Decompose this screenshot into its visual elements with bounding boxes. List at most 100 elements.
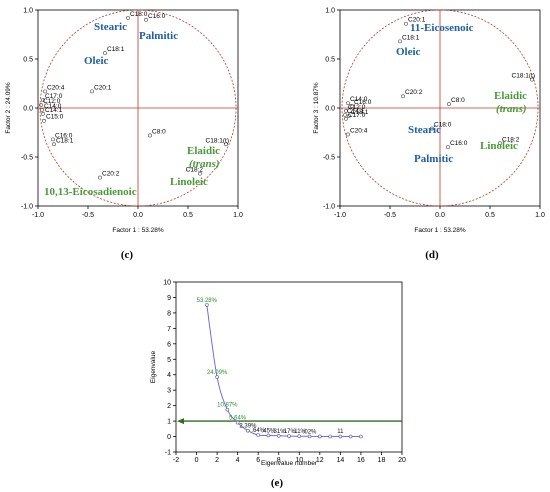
e-x-tick-label: 4 xyxy=(236,457,240,464)
d-point-label: C20:1 xyxy=(408,17,426,24)
panel-c-annotation-palmitic: Palmitic xyxy=(139,30,178,42)
c-point-label: C15:0 xyxy=(46,114,64,121)
e-x-tick-label: -2 xyxy=(173,457,179,464)
c-point-marker xyxy=(41,111,45,116)
c-point-marker xyxy=(98,175,102,180)
d-point-marker xyxy=(447,102,451,106)
e-y-tick-label: 2 xyxy=(167,403,171,410)
d-point-marker xyxy=(404,21,408,26)
panel-d-annotation-trans: (trans) xyxy=(496,103,527,115)
e-point-marker xyxy=(359,434,363,439)
d-point-label: C18:2 xyxy=(502,136,520,143)
panel-c-points: C18:0 C16:0C18:1C20:1C20:4C17:0C12:0C14:0… xyxy=(39,11,229,180)
panel-c-pca-factor1-factor2: -1.0 -0.5 0.0 0.5 1.0 -1.0 -0.5 0.0 0.5 1.0 C18:0… xyxy=(5,8,243,262)
c-x-tick-label: -1.0 xyxy=(32,212,44,219)
e-point-marker xyxy=(225,407,230,412)
c-point-marker xyxy=(52,142,56,147)
d-point-marker xyxy=(446,145,450,150)
panel-c-annotation-elaidic: Elaidic xyxy=(187,145,220,157)
c-point-label: C18:1 xyxy=(56,137,74,144)
c-point-label: C16:0 xyxy=(148,13,166,20)
d-point-marker xyxy=(498,141,502,146)
e-y-tick-label: 0 xyxy=(167,434,171,441)
d-point-label: C18:1(t) xyxy=(512,73,535,80)
e-percentage-label: 2.39% xyxy=(239,424,257,430)
c-y-tick-label: -1.0 xyxy=(21,204,33,211)
e-y-tick-label: 9 xyxy=(167,295,171,302)
d-point-label: C14:0 xyxy=(350,96,368,103)
e-percentage-label: 11 xyxy=(337,429,344,435)
c-point-marker xyxy=(42,118,46,123)
d-point-label: C14:1 xyxy=(347,108,365,115)
panel-e-percentage-labels: 53.28% 24.09% 10.87% 5.64% 2.39%.64%.45%.31%… xyxy=(197,298,344,436)
panel-e-points xyxy=(205,303,363,439)
d-point-label: C20:2 xyxy=(405,89,423,96)
e-percentage-label: 53.28% xyxy=(197,298,218,304)
panel-c-annotation-trans: (trans) xyxy=(189,158,220,170)
e-percentage-label: 10.87% xyxy=(217,403,238,409)
d-point-label: C8:0 xyxy=(451,97,465,104)
e-x-tick-label: 14 xyxy=(336,457,344,464)
e-percentage-label: .17% xyxy=(282,429,296,435)
d-y-tick-label: -1.0 xyxy=(323,204,335,211)
panel-d-annotation-palmitic: Palmitic xyxy=(414,153,453,165)
d-x-tick-label: 1.0 xyxy=(535,212,545,219)
d-point-marker xyxy=(530,77,534,82)
e-percentage-label: .11% xyxy=(293,429,307,435)
c-x-tick-label: -0.5 xyxy=(82,212,94,219)
c-point-label: C18:2 xyxy=(186,167,204,174)
d-point-label: C16:0 xyxy=(354,99,372,106)
e-percentage-label: 24.09% xyxy=(207,370,228,376)
c-point-label: C18:0 xyxy=(130,11,148,18)
d-x-tick-label: 0.0 xyxy=(435,212,445,219)
c-point-label: C14:1 xyxy=(45,107,63,114)
d-point-marker xyxy=(344,116,348,121)
c-point-label: C18:1(t) xyxy=(206,137,229,144)
c-point-label: C17:0 xyxy=(45,93,63,100)
e-percentage-label: 5.64% xyxy=(229,416,247,422)
d-point-marker xyxy=(346,101,350,106)
panel-e-y-axis-label: Eigenvalue xyxy=(150,351,157,384)
panel-d-y-axis-label: Factor 3 : 10.87% xyxy=(313,82,320,134)
c-point-label: C20:4 xyxy=(47,84,65,91)
c-point-marker xyxy=(126,15,130,20)
e-x-tick-label: 18 xyxy=(378,457,386,464)
e-point-marker xyxy=(307,434,312,439)
e-point-marker xyxy=(235,420,240,425)
panel-d-annotation-elaidic: Elaidic xyxy=(494,90,527,102)
e-percentage-label: .64% xyxy=(251,428,265,434)
d-point-marker xyxy=(350,104,354,108)
panel-d-annotation-oleic: Oleic xyxy=(396,46,421,58)
c-y-tick-label: 0.5 xyxy=(23,57,33,64)
c-x-tick-label: 0.5 xyxy=(183,212,193,219)
d-point-marker xyxy=(346,132,350,137)
e-x-tick-label: 20 xyxy=(398,457,406,464)
c-y-tick-label: -0.5 xyxy=(21,155,33,162)
d-point-marker xyxy=(430,126,434,131)
caption-d: (d) xyxy=(425,249,439,261)
d-point-label: C16:0 xyxy=(450,140,468,147)
d-point-label: C18:1 xyxy=(402,34,420,41)
caption-e: (e) xyxy=(271,477,284,489)
c-y-tick-label: 1.0 xyxy=(23,8,33,15)
d-y-tick-label: 0.0 xyxy=(325,106,335,113)
c-point-marker xyxy=(43,89,47,94)
c-point-marker xyxy=(41,98,45,103)
e-y-tick-label: 7 xyxy=(167,326,171,333)
c-y-tick-label: 0.0 xyxy=(23,106,33,113)
panel-c-annotation-eicosadienoic: 10,13-Eicosadienoic xyxy=(44,186,137,198)
panel-d-annotation-linoleic: Linoleic xyxy=(480,140,518,152)
d-point-label: C18:1 xyxy=(351,109,369,116)
d-x-tick-label: -0.5 xyxy=(384,212,396,219)
c-point-marker xyxy=(90,89,94,94)
panel-c-unit-circle xyxy=(39,9,237,207)
d-point-label: C18:0 xyxy=(434,122,452,129)
d-point-label: C17:0 xyxy=(348,112,366,119)
c-x-tick-label: 0.0 xyxy=(133,212,143,219)
e-y-tick-label: -1 xyxy=(165,450,171,457)
e-point-marker xyxy=(348,434,353,439)
d-y-tick-label: 1.0 xyxy=(325,8,335,15)
c-x-tick-label: 1.0 xyxy=(233,212,243,219)
e-x-tick-label: 16 xyxy=(357,457,365,464)
